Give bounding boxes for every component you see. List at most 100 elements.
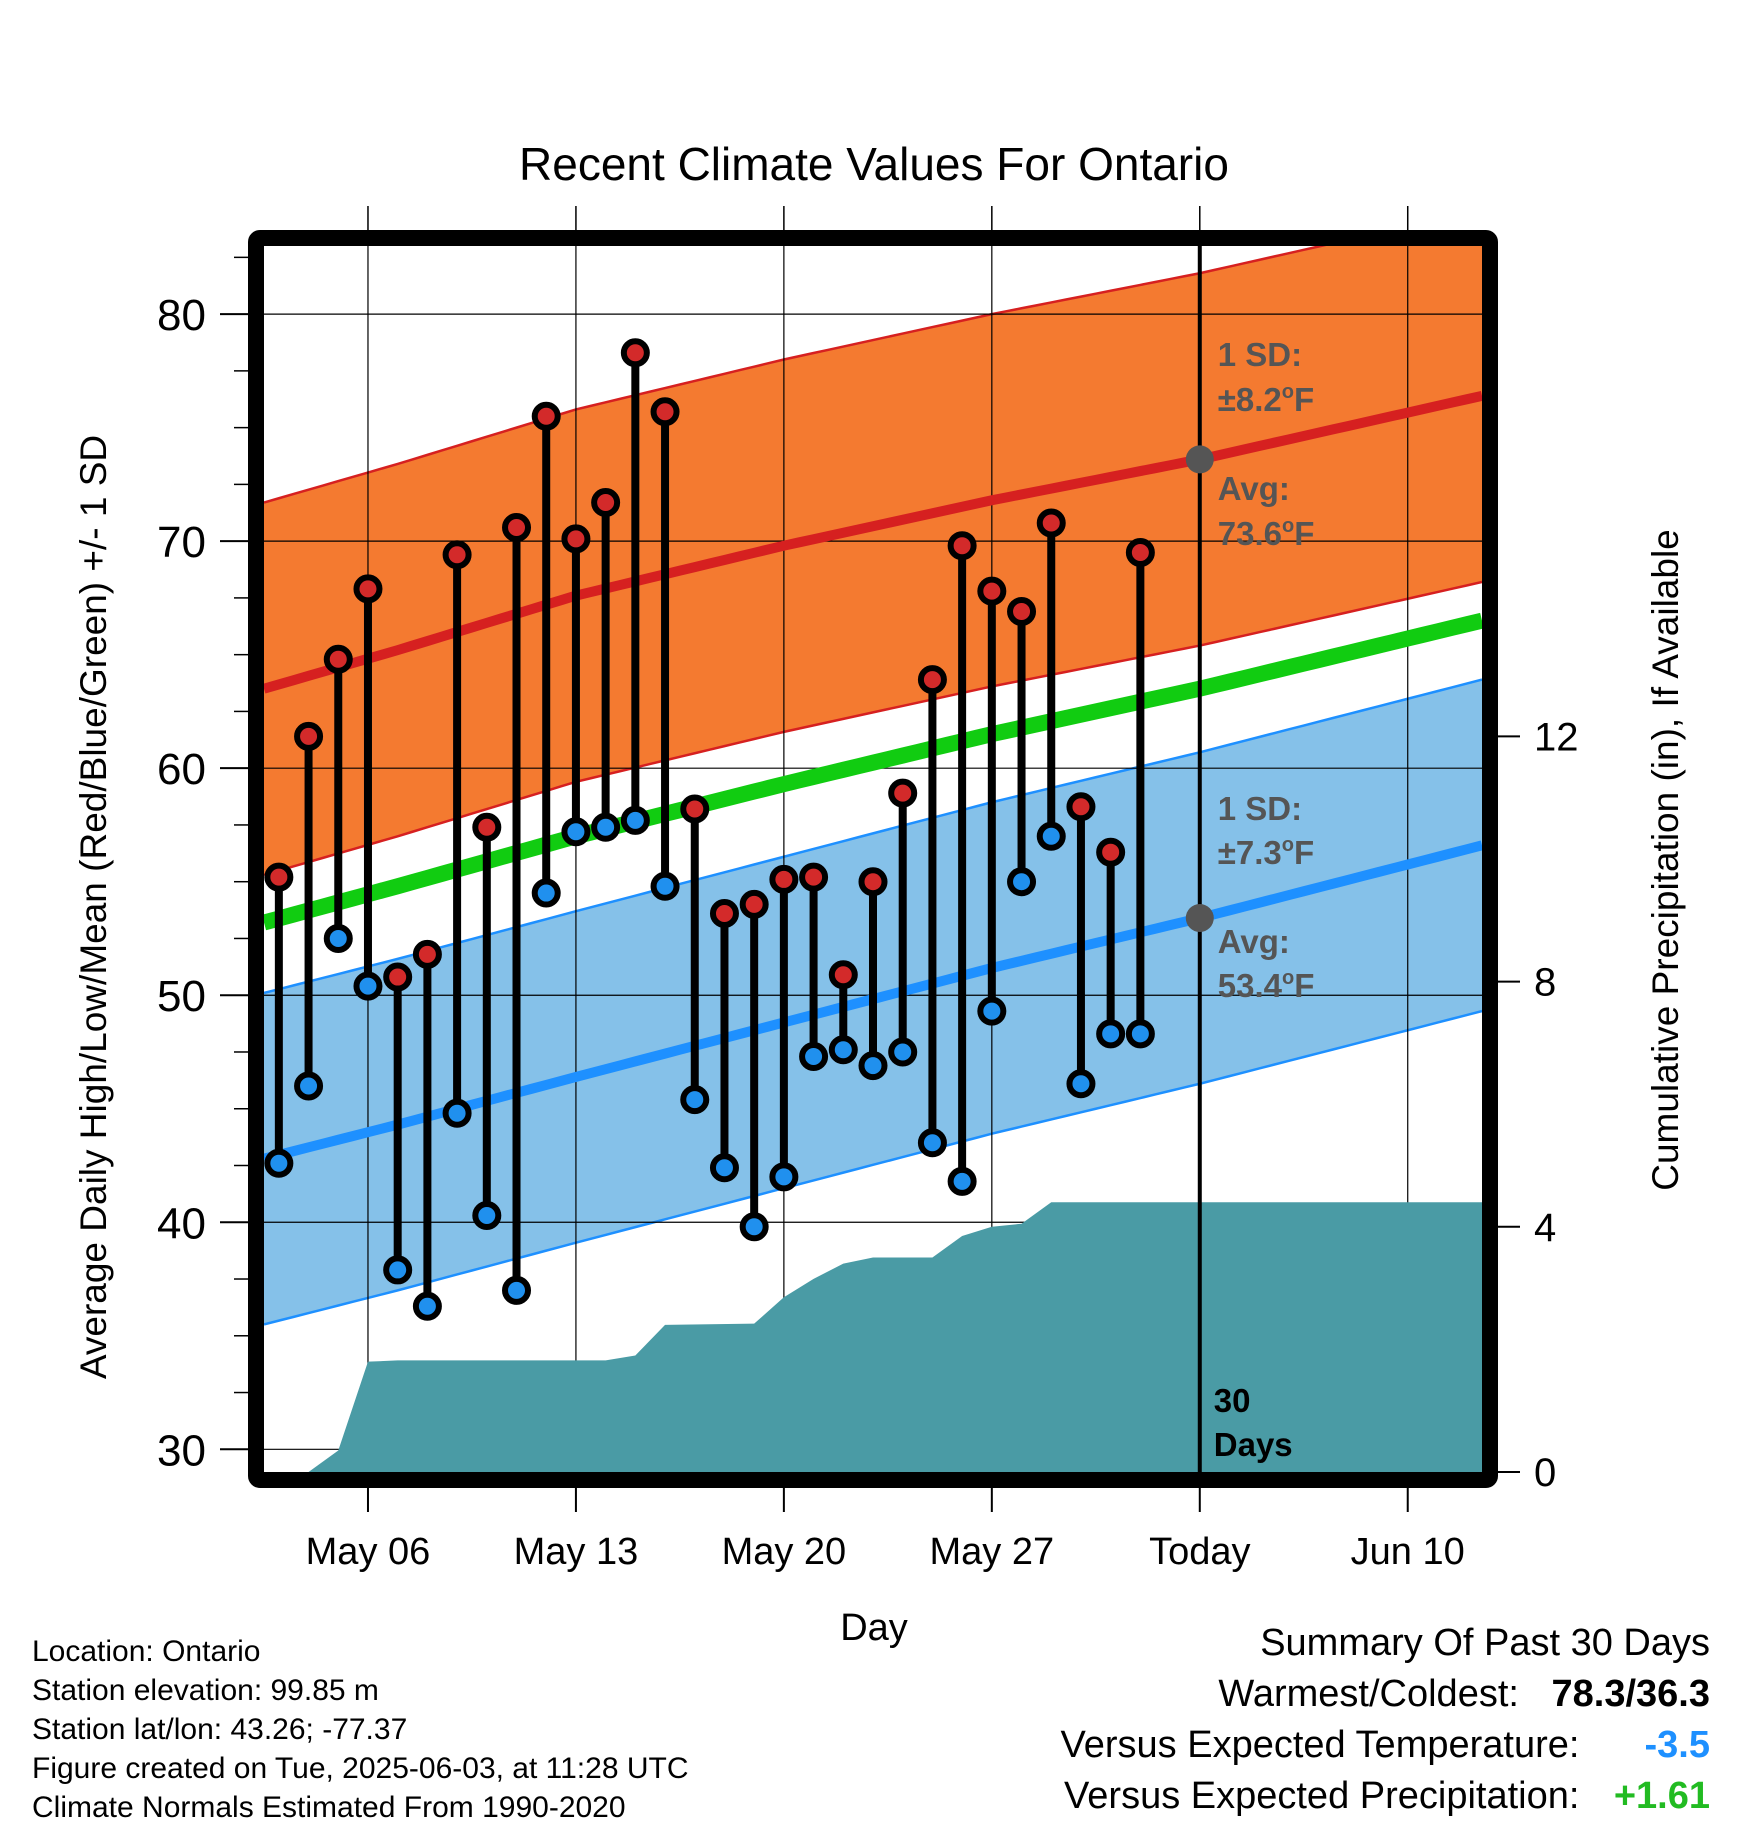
high-temp-point <box>799 862 829 892</box>
low-temp-point <box>442 1098 472 1128</box>
low-temp-point <box>531 878 561 908</box>
y-tick-label: 30 <box>157 1426 206 1475</box>
low-band-top-edge <box>264 678 1482 995</box>
high-avg-label: Avg: <box>1218 470 1290 507</box>
elevation-text: Station elevation: 99.85 m <box>32 1674 379 1707</box>
latlon-text: Station lat/lon: 43.26; -77.37 <box>32 1713 408 1746</box>
low-sd-label: 1 SD: <box>1218 790 1302 827</box>
low-band-bottom-edge <box>264 1009 1482 1326</box>
high-temp-point <box>650 397 680 427</box>
precip-row: Versus Expected Precipitation: +1.61 <box>1061 1771 1710 1822</box>
warmest-value: 78.3/36.3 <box>1551 1673 1710 1715</box>
low-temp-point <box>1125 1019 1155 1049</box>
unit-symbol: F <box>1294 967 1314 1004</box>
high-sd-label: 1 SD: <box>1218 336 1302 373</box>
high-temp-point <box>1007 597 1037 627</box>
summary-title: Summary Of Past 30 Days <box>1260 1622 1710 1664</box>
temp-label: Versus Expected Temperature: <box>1060 1724 1580 1766</box>
low-temp-point <box>828 1035 858 1065</box>
low-sd-value: ±7.3oF <box>1218 834 1314 871</box>
high-temp-point <box>383 962 413 992</box>
low-temp-point <box>680 1085 710 1115</box>
high-temp-point <box>977 576 1007 606</box>
low-temp-point <box>769 1162 799 1192</box>
plot-area: 1 SD: ±8.2oF Avg: 73.6oF 1 SD: ±7.3oF Avg: 53.4… <box>264 246 1482 1472</box>
high-avg-today-marker <box>1185 445 1214 474</box>
high-temp-point <box>680 794 710 824</box>
y-axis-label: Average Daily High/Low/Mean (Red/Blue/Gr… <box>73 435 114 1379</box>
y2-tick-label: 8 <box>1534 961 1556 1005</box>
high-temp-point <box>561 524 591 554</box>
y2-tick-label: 4 <box>1534 1206 1556 1250</box>
unit-symbol: F <box>1294 381 1314 418</box>
low-temp-point <box>947 1166 977 1196</box>
x-tick-label: May 13 <box>514 1531 639 1573</box>
unit-symbol: F <box>1294 515 1314 552</box>
low-temp-point <box>888 1037 918 1067</box>
degree-symbol: o <box>1282 834 1294 856</box>
low-temp-point <box>264 1148 294 1178</box>
x-tick-label: May 27 <box>930 1531 1055 1573</box>
y2-tick-label: 12 <box>1534 715 1579 759</box>
chart-title: Recent Climate Values For Ontario <box>519 138 1229 190</box>
y2-tick-label: 0 <box>1534 1451 1556 1495</box>
created-text: Figure created on Tue, 2025-06-03, at 11… <box>32 1752 689 1785</box>
high-normal-line <box>264 390 1482 694</box>
high-temp-point <box>917 665 947 695</box>
high-temp-point <box>709 898 739 928</box>
mean-normal-line <box>264 612 1482 931</box>
temp-row: Versus Expected Temperature: -3.5 <box>1061 1720 1710 1771</box>
high-temp-point <box>442 540 472 570</box>
low-temp-point <box>1096 1019 1126 1049</box>
low-temp-point <box>650 871 680 901</box>
high-temp-point <box>620 338 650 368</box>
y-tick-label: 40 <box>157 1199 206 1248</box>
low-temp-point <box>502 1275 532 1305</box>
high-temp-point <box>1036 508 1066 538</box>
low-temp-point <box>383 1255 413 1285</box>
high-band-top-edge <box>264 246 1327 504</box>
degree-symbol: o <box>1282 967 1294 989</box>
days-count-number: 30 <box>1214 1382 1251 1419</box>
low-temp-point <box>799 1042 829 1072</box>
low-temp-point <box>412 1291 442 1321</box>
low-temp-point <box>1007 867 1037 897</box>
location-text: Location: Ontario <box>32 1635 261 1668</box>
high-temp-point <box>947 531 977 561</box>
warmest-row: Warmest/Coldest: 78.3/36.3 <box>1061 1669 1710 1720</box>
low-temp-point <box>1066 1069 1096 1099</box>
high-temp-point <box>353 574 383 604</box>
high-temp-point <box>858 867 888 897</box>
low-temp-point <box>739 1212 769 1242</box>
high-temp-point <box>828 960 858 990</box>
low-temp-point <box>1036 821 1066 851</box>
high-band-bottom-edge <box>264 580 1482 877</box>
plot-frame <box>248 230 1498 1488</box>
x-tick-label: May 06 <box>306 1531 431 1573</box>
high-avg-value: 73.6oF <box>1218 515 1315 552</box>
high-temp-point <box>323 644 353 674</box>
low-temp-point <box>472 1200 502 1230</box>
low-temp-point <box>591 812 621 842</box>
high-sd-value: ±8.2oF <box>1218 381 1314 418</box>
low-temp-point <box>294 1071 324 1101</box>
high-temp-point <box>531 401 561 431</box>
high-temp-point <box>1125 538 1155 567</box>
low-avg-today-marker <box>1185 904 1214 933</box>
x-axis-label: Day <box>840 1607 908 1649</box>
high-sd-band <box>264 246 1482 875</box>
y-tick-label: 70 <box>157 518 206 567</box>
x-tick-label: May 20 <box>722 1531 847 1573</box>
high-temp-point <box>769 864 799 894</box>
normals-text: Climate Normals Estimated From 1990-2020 <box>32 1791 626 1824</box>
low-temp-point <box>709 1153 739 1183</box>
degree-symbol: o <box>1282 381 1294 403</box>
low-temp-point <box>917 1128 947 1158</box>
precip-value: +1.61 <box>1613 1775 1710 1817</box>
x-tick-label: Jun 10 <box>1351 1531 1465 1573</box>
high-temp-point <box>888 778 918 808</box>
temp-value: -3.5 <box>1644 1724 1710 1766</box>
degree-symbol: o <box>1282 515 1294 537</box>
high-temp-point <box>1066 792 1096 822</box>
